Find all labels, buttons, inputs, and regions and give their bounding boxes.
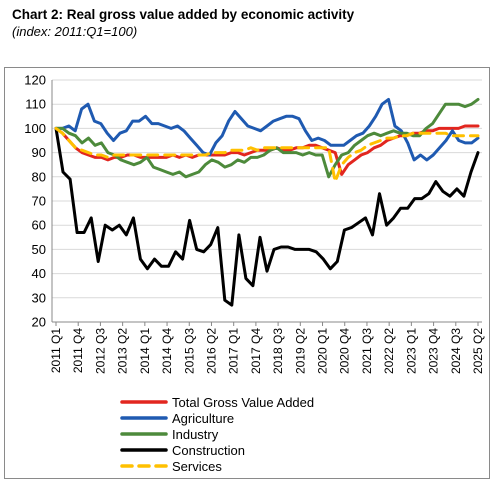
legend-label: Services bbox=[172, 459, 222, 474]
y-tick-label: 70 bbox=[32, 194, 46, 209]
y-tick-label: 30 bbox=[32, 290, 46, 305]
series-line-services bbox=[54, 126, 480, 184]
legend-label: Construction bbox=[172, 443, 245, 458]
x-tick-label: 2022 Q2 bbox=[382, 328, 396, 374]
chart-subtitle: (index: 2011:Q1=100) bbox=[12, 24, 138, 39]
y-tick-label: 50 bbox=[32, 242, 46, 257]
x-tick-label: 2018 Q3 bbox=[271, 328, 285, 374]
x-tick-label: 2020 Q1 bbox=[316, 328, 330, 374]
x-tick-label: 2011 Q4 bbox=[71, 328, 85, 373]
x-tick-label: 2014 Q4 bbox=[160, 328, 174, 374]
x-tick-label: 2017 Q1 bbox=[227, 328, 241, 374]
x-tick-label: 2011 Q1 bbox=[49, 328, 63, 373]
x-tick-label: 2024 Q3 bbox=[449, 328, 463, 374]
x-tick-label: 2019 Q2 bbox=[293, 328, 307, 374]
x-tick-label: 2016 Q2 bbox=[204, 328, 218, 374]
chart-title: Chart 2: Real gross value added by econo… bbox=[12, 7, 355, 22]
x-tick-label: 2025 Q2 bbox=[471, 328, 485, 374]
x-tick-label: 2023 Q1 bbox=[404, 328, 418, 374]
series-line-industry bbox=[54, 97, 480, 179]
x-tick-label: 2013 Q2 bbox=[116, 328, 130, 374]
x-tick-label: 2015 Q3 bbox=[182, 328, 196, 374]
y-tick-label: 20 bbox=[32, 315, 46, 330]
x-tick-label: 2017 Q4 bbox=[249, 328, 263, 374]
y-tick-label: 100 bbox=[24, 121, 46, 136]
x-tick-label: 2021 Q3 bbox=[360, 328, 374, 374]
series-line-agriculture bbox=[54, 97, 480, 162]
legend-label: Agriculture bbox=[172, 411, 234, 426]
legend-label: Industry bbox=[172, 427, 219, 442]
y-tick-label: 60 bbox=[32, 218, 46, 233]
x-tick-label: 2014 Q1 bbox=[138, 328, 152, 374]
x-tick-label: 2020 Q4 bbox=[338, 328, 352, 374]
y-tick-label: 90 bbox=[32, 145, 46, 160]
series-line-construction bbox=[54, 126, 480, 307]
y-tick-label: 110 bbox=[25, 97, 46, 112]
x-tick-label: 2023 Q4 bbox=[427, 328, 441, 374]
y-tick-label: 120 bbox=[24, 73, 46, 88]
x-tick-label: 2012 Q3 bbox=[93, 328, 107, 374]
legend-label: Total Gross Value Added bbox=[172, 395, 314, 410]
y-tick-label: 80 bbox=[32, 169, 46, 184]
y-tick-label: 40 bbox=[32, 266, 46, 281]
